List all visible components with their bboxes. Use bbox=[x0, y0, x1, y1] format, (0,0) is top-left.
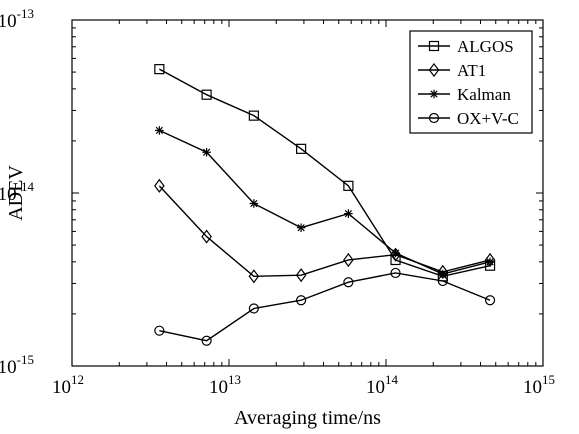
diamond-marker bbox=[428, 62, 440, 78]
diamond-marker bbox=[295, 268, 307, 283]
legend-entry: ALGOS bbox=[418, 37, 514, 56]
asterisk-marker bbox=[485, 257, 495, 267]
y-tick-label: 10-14 bbox=[0, 179, 34, 205]
square-marker bbox=[201, 89, 212, 100]
y-tick-base: 10 bbox=[0, 357, 17, 378]
x-axis-label: Averaging time/ns bbox=[234, 407, 381, 429]
diamond-marker bbox=[201, 229, 212, 244]
circle-marker bbox=[201, 335, 212, 346]
diamond-marker bbox=[154, 178, 165, 193]
asterisk-stroke bbox=[344, 209, 353, 218]
square-marker bbox=[343, 180, 354, 191]
asterisk-stroke bbox=[486, 258, 494, 266]
square-marker bbox=[248, 110, 259, 121]
y-tick-label: 10-15 bbox=[0, 352, 34, 378]
x-tick-base: 10 bbox=[366, 377, 385, 398]
x-tick-labels: 1012 1013 1014 1015 bbox=[52, 372, 555, 398]
series-line bbox=[158, 185, 491, 278]
x-tick-label: 1014 bbox=[366, 372, 399, 398]
asterisk-stroke bbox=[430, 90, 438, 98]
y-tick-exponent: -13 bbox=[17, 6, 34, 21]
circle-marker bbox=[154, 325, 165, 336]
series-group bbox=[154, 64, 496, 346]
asterisk-marker bbox=[391, 248, 400, 258]
asterisk-stroke bbox=[202, 148, 211, 156]
square-marker bbox=[154, 64, 165, 75]
circle-marker bbox=[484, 295, 496, 306]
axis-ticks bbox=[71, 20, 543, 367]
series-line bbox=[159, 272, 491, 342]
circle-marker bbox=[437, 275, 448, 287]
asterisk-stroke bbox=[250, 199, 258, 208]
asterisk-stroke bbox=[155, 126, 163, 135]
x-tick-label: 1015 bbox=[523, 372, 555, 398]
circle-marker bbox=[428, 112, 440, 124]
square-marker bbox=[296, 143, 307, 154]
diamond-marker bbox=[248, 269, 260, 284]
asterisk-marker bbox=[202, 147, 211, 157]
x-tick-label: 1012 bbox=[52, 372, 84, 398]
asterisk-stroke bbox=[391, 249, 400, 257]
x-tick-base: 10 bbox=[523, 377, 542, 398]
legend-box bbox=[409, 30, 533, 134]
x-tick-exponent: 13 bbox=[228, 372, 241, 387]
circle-marker bbox=[248, 303, 259, 314]
legend: ALGOS AT1 Kalman OX+V-C bbox=[409, 30, 533, 134]
asterisk-marker bbox=[249, 199, 259, 208]
y-tick-exponent: -14 bbox=[17, 179, 35, 194]
legend-entry: OX+V-C bbox=[418, 109, 519, 128]
y-tick-base: 10 bbox=[0, 184, 17, 205]
circle-marker bbox=[390, 267, 401, 279]
series-line bbox=[159, 129, 491, 275]
asterisk-marker bbox=[429, 89, 439, 99]
series-ox-v-c bbox=[154, 267, 496, 346]
legend-label: AT1 bbox=[457, 61, 486, 80]
asterisk-marker bbox=[296, 223, 306, 232]
legend-label: ALGOS bbox=[457, 37, 514, 56]
legend-entry: AT1 bbox=[418, 61, 486, 80]
diamond-marker bbox=[343, 252, 354, 268]
y-tick-label: 10-13 bbox=[0, 6, 34, 32]
asterisk-marker bbox=[155, 126, 164, 135]
y-tick-base: 10 bbox=[0, 11, 17, 32]
legend-label: Kalman bbox=[457, 85, 511, 104]
series-line bbox=[159, 68, 491, 278]
legend-label: OX+V-C bbox=[457, 109, 519, 128]
series-kalman bbox=[155, 126, 495, 279]
series-algos bbox=[154, 64, 496, 282]
circle-marker bbox=[343, 277, 354, 288]
asterisk-marker bbox=[344, 209, 353, 218]
asterisk-stroke bbox=[297, 224, 305, 232]
square-marker bbox=[428, 40, 440, 52]
y-tick-exponent: -15 bbox=[17, 352, 34, 367]
x-tick-exponent: 14 bbox=[385, 372, 399, 387]
series-at1 bbox=[154, 178, 496, 284]
x-tick-label: 1013 bbox=[209, 372, 241, 398]
x-tick-base: 10 bbox=[52, 377, 71, 398]
x-tick-exponent: 12 bbox=[71, 372, 84, 387]
asterisk-stroke bbox=[439, 270, 447, 278]
circle-marker bbox=[296, 295, 307, 306]
legend-entry: Kalman bbox=[418, 85, 511, 104]
x-tick-exponent: 15 bbox=[542, 372, 555, 387]
x-tick-base: 10 bbox=[209, 377, 228, 398]
y-axis-label: ADEV bbox=[5, 165, 27, 221]
